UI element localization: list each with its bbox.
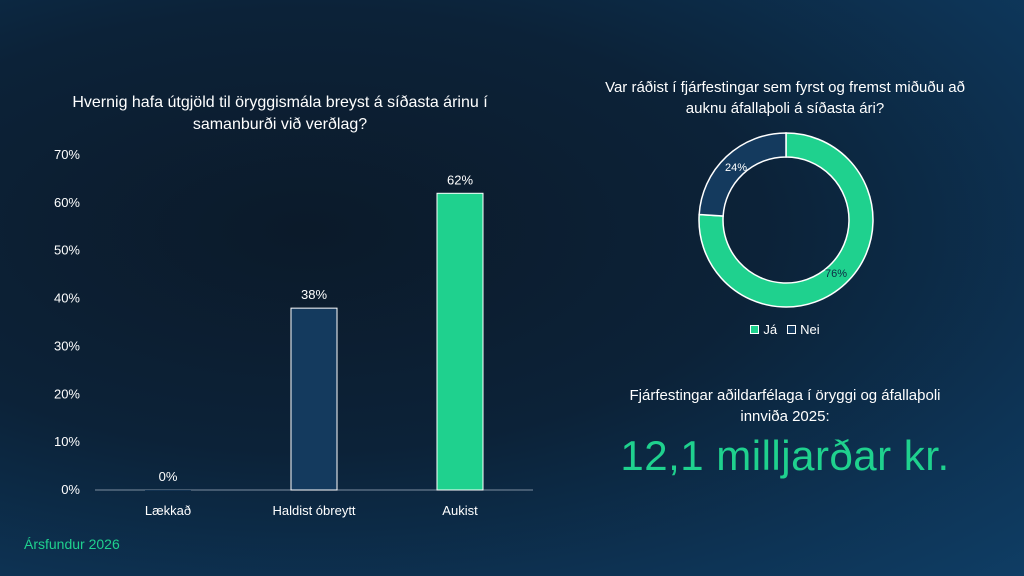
legend-label-ja: Já xyxy=(763,322,778,337)
y-tick-label: 50% xyxy=(54,243,80,258)
legend-label-nei: Nei xyxy=(800,322,820,337)
y-tick-label: 10% xyxy=(54,434,80,449)
legend-swatch-nei xyxy=(787,325,797,334)
donut-legend: Já Nei xyxy=(700,322,870,337)
donut-slice-ja xyxy=(698,132,874,308)
donut-chart-title: Var ráðist í fjárfestingar sem fyrst og … xyxy=(605,79,965,117)
y-tick-label: 40% xyxy=(54,291,80,306)
donut-data-label: 76% xyxy=(825,268,847,280)
bar-data-label: 62% xyxy=(447,172,473,187)
bar xyxy=(436,192,484,491)
y-tick-label: 30% xyxy=(54,338,80,353)
bar-data-label: 38% xyxy=(301,287,327,302)
investment-value: 12,1 milljarðar kr. xyxy=(620,432,950,479)
investment-label: Fjárfestingar aðildarfélaga í öryggi og … xyxy=(629,387,941,425)
bar-data-label: 0% xyxy=(159,469,178,484)
legend-swatch-ja xyxy=(750,325,760,334)
y-tick-label: 0% xyxy=(61,482,80,497)
x-tick-label: Haldist óbreytt xyxy=(272,503,355,518)
legend-item-nei: Nei xyxy=(787,322,820,337)
legend-item-ja: Já xyxy=(750,322,777,337)
bar-chart-title: Hvernig hafa útgjöld til öryggismála bre… xyxy=(72,94,488,133)
donut-slice-nei xyxy=(698,132,787,217)
x-tick-label: Lækkað xyxy=(145,503,191,518)
footer-text: Ársfundur 2026 xyxy=(24,536,120,552)
bar xyxy=(290,307,338,491)
y-tick-label: 60% xyxy=(54,195,80,210)
y-tick-label: 70% xyxy=(54,147,80,162)
y-tick-label: 20% xyxy=(54,386,80,401)
donut-data-label: 24% xyxy=(725,162,747,174)
x-tick-label: Aukist xyxy=(442,503,478,518)
bar xyxy=(145,490,191,491)
